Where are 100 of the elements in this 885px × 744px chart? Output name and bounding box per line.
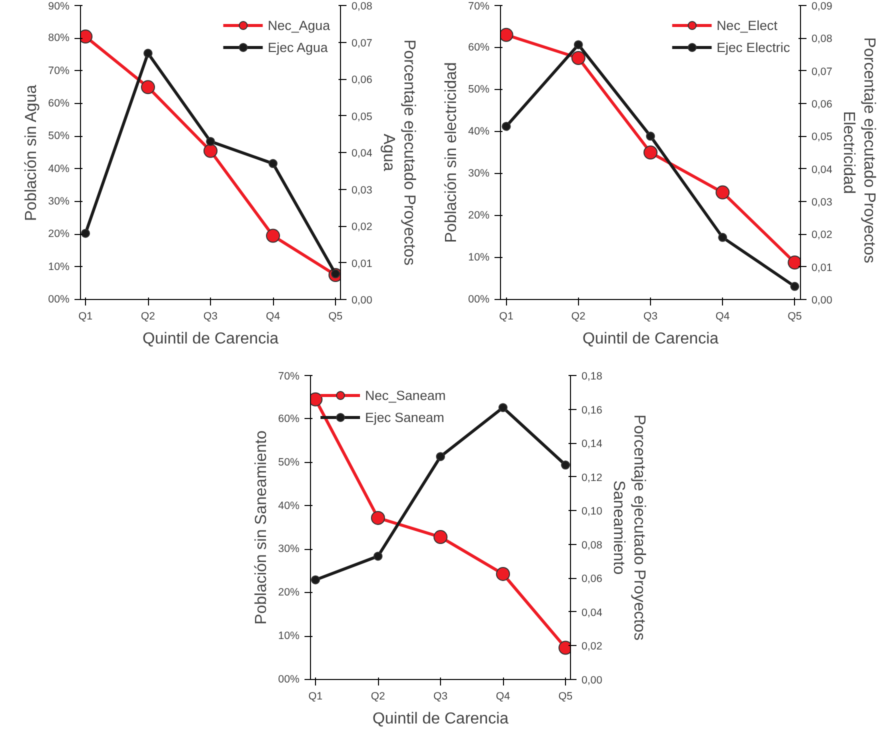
point — [644, 146, 658, 160]
x-tick-label: Q3 — [643, 310, 658, 322]
x-tick-label: Q3 — [433, 690, 448, 702]
x-tick-label: Q1 — [499, 310, 514, 322]
y2-tick-label: 0,10 — [582, 506, 602, 518]
y-tick-label: 90% — [48, 0, 70, 12]
y-tick-label: 00% — [48, 294, 70, 306]
y2-tick-label: 0,09 — [812, 0, 832, 12]
y-tick-label: 60% — [278, 412, 300, 425]
y-tick-label: 70% — [48, 64, 70, 77]
y-tick-label: 10% — [48, 260, 70, 273]
point — [788, 256, 800, 270]
point — [498, 403, 508, 412]
y2-tick-label: 0,03 — [812, 196, 832, 208]
x-axis-title: Quintil de Carencia — [142, 330, 279, 348]
legend-label: Ejec Saneam — [365, 410, 444, 424]
y-tick-label: 10% — [468, 252, 490, 264]
y-tick-label: 20% — [278, 586, 300, 599]
y2-tick-label: 0,05 — [352, 110, 372, 123]
y-tick-label: 40% — [278, 500, 300, 512]
legend-label: Ejec Agua — [268, 40, 328, 54]
point — [716, 185, 730, 200]
y2-tick-label: 0,06 — [812, 98, 832, 110]
y-tick-label: 00% — [468, 294, 490, 306]
y-tick-label: 20% — [48, 228, 70, 240]
point — [502, 122, 511, 131]
y2-tick-label: 0,08 — [582, 539, 602, 552]
x-tick-label: Q2 — [571, 310, 586, 322]
y2-tick-label: 0,14 — [582, 438, 602, 450]
y-tick-label: 70% — [468, 0, 490, 12]
y-axis-title: Población sin Saneamiento — [253, 430, 270, 624]
legend-label: Ejec Electric — [716, 40, 790, 54]
y2-tick-label: 0,16 — [582, 404, 602, 416]
y-tick-label: 10% — [278, 630, 300, 642]
x-axis-title: Quintil de Carencia — [582, 330, 719, 348]
point — [81, 228, 90, 238]
point — [144, 48, 152, 58]
point — [500, 28, 514, 42]
y-tick-label: 80% — [48, 32, 70, 44]
y-tick-label: 40% — [48, 162, 70, 175]
y2-tick-label: 0,00 — [582, 674, 602, 686]
x-tick-label: Q2 — [140, 310, 156, 322]
x-tick-label: Q5 — [328, 310, 343, 322]
y-tick-label: 50% — [468, 84, 490, 96]
y2-tick-label: 0,05 — [812, 131, 832, 144]
x-tick-label: Q4 — [266, 310, 280, 322]
y2-tick-label: 0,12 — [582, 472, 602, 484]
y2-tick-label: 0,08 — [812, 33, 832, 46]
y-tick-label: 30% — [468, 168, 490, 180]
y-axis-title: Población sin Agua — [23, 84, 40, 221]
y2-axis-title: Porcentaje ejecutado Proyectos Agua — [380, 40, 418, 266]
y2-tick-label: 0,04 — [582, 606, 602, 619]
y2-tick-label: 0,01 — [352, 258, 372, 270]
y2-tick-label: 0,00 — [812, 294, 832, 306]
y-tick-label: 20% — [468, 210, 490, 222]
y-tick-label: 30% — [48, 196, 70, 208]
y2-tick-label: 0,04 — [812, 164, 832, 176]
point — [496, 566, 510, 581]
point — [646, 132, 655, 141]
x-tick-label: Q4 — [496, 690, 510, 702]
point — [206, 136, 215, 146]
point — [371, 510, 385, 525]
y2-tick-label: 0,18 — [582, 370, 602, 382]
y-tick-label: 40% — [468, 126, 490, 138]
y-tick-label: 50% — [278, 456, 300, 468]
y2-axis-title: Porcentaje ejecutado Proyectos Saneamiento — [610, 414, 648, 640]
x-tick-label: Q5 — [558, 690, 573, 702]
y-tick-label: 00% — [278, 674, 300, 686]
x-tick-label: Q3 — [203, 310, 218, 322]
point — [561, 460, 570, 470]
point — [141, 80, 155, 94]
point — [204, 144, 218, 158]
point — [434, 530, 448, 544]
y-axis-title: Población sin electricidad — [443, 62, 460, 243]
y2-tick-label: 0,03 — [352, 184, 372, 196]
x-tick-label: Q4 — [716, 310, 730, 322]
point — [436, 452, 445, 462]
x-tick-label: Q1 — [308, 690, 323, 702]
point — [718, 232, 728, 242]
y2-tick-label: 0,07 — [812, 66, 832, 78]
y2-axis-title: Porcentaje ejecutado Proyectos Electricidad — [840, 37, 878, 264]
y-tick-label: 60% — [48, 98, 70, 110]
y2-tick-label: 0,00 — [352, 294, 372, 306]
legend-label: Nec_Elect — [716, 18, 778, 32]
x-axis-title: Quintil de Carencia — [372, 710, 509, 728]
point — [268, 159, 278, 168]
y-tick-label: 50% — [48, 130, 70, 142]
y2-tick-label: 0,08 — [352, 0, 372, 12]
point — [311, 575, 320, 584]
y2-tick-label: 0,07 — [352, 37, 372, 50]
legend-label: Nec_Agua — [268, 18, 330, 32]
legend-label: Nec_Saneam — [365, 388, 446, 402]
point — [374, 552, 382, 561]
y2-tick-label: 0,01 — [812, 262, 832, 274]
x-tick-label: Q1 — [78, 310, 93, 322]
y-tick-label: 60% — [468, 42, 490, 54]
y2-tick-label: 0,02 — [582, 640, 602, 653]
y-tick-label: 70% — [278, 370, 300, 382]
y2-tick-label: 0,06 — [582, 573, 602, 586]
point — [571, 51, 586, 65]
